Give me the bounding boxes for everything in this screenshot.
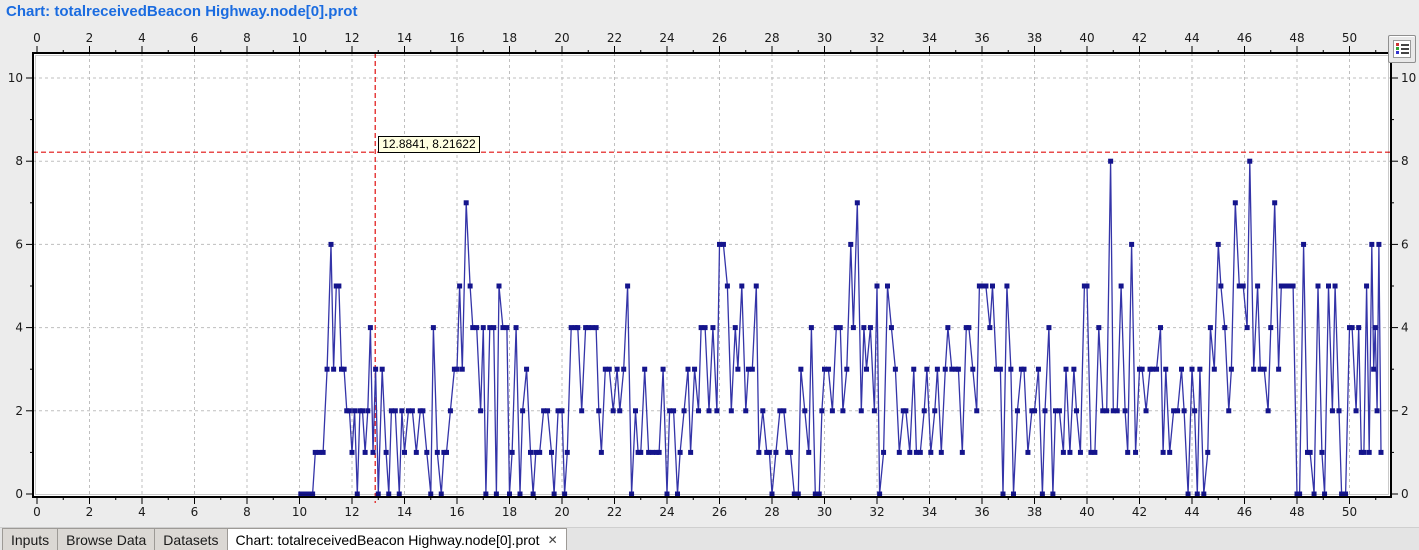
- chart-canvas[interactable]: 0 0 2 2 4 4 6 6 8 8 10 10 12 12 14 14 16 16 18 18 20 20 22 22 24…: [0, 0, 1419, 527]
- crosshair-tooltip: 12.8841, 8.21622: [378, 136, 480, 154]
- close-icon[interactable]: ✕: [547, 533, 558, 547]
- svg-text:26: 26: [712, 505, 727, 519]
- svg-text:2: 2: [86, 31, 94, 45]
- svg-text:0: 0: [15, 487, 23, 501]
- svg-text:28: 28: [764, 505, 779, 519]
- svg-text:28: 28: [764, 31, 779, 45]
- svg-text:46: 46: [1237, 31, 1252, 45]
- svg-text:4: 4: [1401, 321, 1409, 335]
- svg-text:14: 14: [397, 505, 412, 519]
- svg-text:2: 2: [86, 505, 94, 519]
- svg-text:4: 4: [138, 505, 146, 519]
- svg-text:22: 22: [607, 31, 622, 45]
- svg-text:48: 48: [1289, 505, 1304, 519]
- svg-text:20: 20: [554, 505, 569, 519]
- svg-text:6: 6: [191, 31, 199, 45]
- svg-text:38: 38: [1027, 31, 1042, 45]
- svg-text:10: 10: [292, 505, 307, 519]
- svg-text:6: 6: [15, 237, 23, 251]
- tab-browse-data[interactable]: Browse Data: [57, 528, 156, 550]
- svg-text:0: 0: [33, 505, 41, 519]
- bottom-tab-bar: Inputs Browse Data Datasets Chart: total…: [0, 527, 1419, 550]
- svg-text:46: 46: [1237, 505, 1252, 519]
- svg-text:16: 16: [449, 505, 464, 519]
- svg-text:36: 36: [974, 31, 989, 45]
- svg-text:18: 18: [502, 31, 517, 45]
- svg-text:8: 8: [243, 31, 251, 45]
- svg-text:10: 10: [8, 71, 23, 85]
- legend-icon: [1393, 40, 1411, 58]
- svg-text:22: 22: [607, 505, 622, 519]
- svg-text:30: 30: [817, 505, 832, 519]
- svg-text:16: 16: [449, 31, 464, 45]
- svg-text:14: 14: [397, 31, 412, 45]
- svg-text:44: 44: [1184, 31, 1199, 45]
- svg-text:42: 42: [1132, 505, 1147, 519]
- legend-blue-swatch: [1396, 51, 1399, 54]
- svg-text:38: 38: [1027, 505, 1042, 519]
- svg-text:40: 40: [1079, 31, 1094, 45]
- legend-red-swatch: [1396, 43, 1399, 46]
- svg-text:10: 10: [1401, 71, 1416, 85]
- page-title: Chart: totalreceivedBeacon Highway.node[…: [6, 3, 358, 20]
- svg-text:30: 30: [817, 31, 832, 45]
- svg-text:34: 34: [922, 31, 937, 45]
- svg-text:2: 2: [15, 404, 23, 418]
- svg-text:12: 12: [344, 505, 359, 519]
- svg-text:34: 34: [922, 505, 937, 519]
- svg-text:18: 18: [502, 505, 517, 519]
- chart-properties-button[interactable]: [1388, 35, 1416, 63]
- svg-text:8: 8: [243, 505, 251, 519]
- tab-datasets[interactable]: Datasets: [154, 528, 228, 550]
- tab-chart[interactable]: Chart: totalreceivedBeacon Highway.node[…: [226, 528, 567, 550]
- svg-text:24: 24: [659, 31, 674, 45]
- svg-text:26: 26: [712, 31, 727, 45]
- svg-text:6: 6: [191, 505, 199, 519]
- legend-green-swatch: [1396, 47, 1399, 50]
- svg-text:44: 44: [1184, 505, 1199, 519]
- svg-text:0: 0: [33, 31, 41, 45]
- svg-text:4: 4: [15, 321, 23, 335]
- svg-text:0: 0: [1401, 487, 1409, 501]
- svg-text:6: 6: [1401, 237, 1409, 251]
- svg-text:8: 8: [15, 154, 23, 168]
- svg-text:4: 4: [138, 31, 146, 45]
- svg-text:42: 42: [1132, 31, 1147, 45]
- svg-text:2: 2: [1401, 404, 1409, 418]
- svg-text:36: 36: [974, 505, 989, 519]
- svg-text:8: 8: [1401, 154, 1409, 168]
- svg-text:24: 24: [659, 505, 674, 519]
- svg-text:10: 10: [292, 31, 307, 45]
- svg-text:50: 50: [1342, 31, 1357, 45]
- svg-text:50: 50: [1342, 505, 1357, 519]
- svg-text:32: 32: [869, 505, 884, 519]
- line-chart[interactable]: 0022446688101012121414161618182020222224…: [0, 0, 1419, 527]
- tab-inputs[interactable]: Inputs: [2, 528, 59, 550]
- svg-text:32: 32: [869, 31, 884, 45]
- svg-text:12: 12: [344, 31, 359, 45]
- svg-text:40: 40: [1079, 505, 1094, 519]
- svg-text:20: 20: [554, 31, 569, 45]
- svg-text:48: 48: [1289, 31, 1304, 45]
